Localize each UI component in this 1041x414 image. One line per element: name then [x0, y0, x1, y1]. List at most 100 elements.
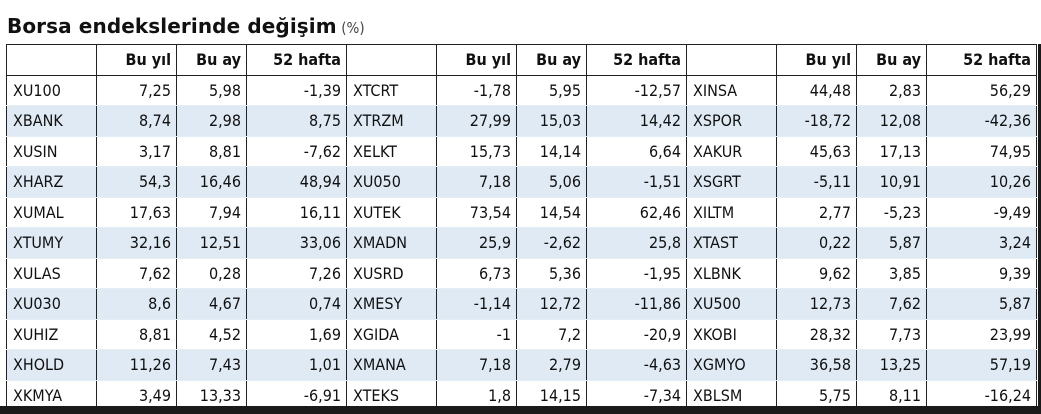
title-row: Borsa endekslerinde değişim (%) [0, 0, 1041, 44]
value-cell: -1 [436, 319, 517, 350]
index-name-cell: XTUMY [6, 227, 97, 259]
value-cell: -4,63 [586, 349, 687, 381]
value-cell: 3,17 [96, 136, 177, 167]
value-cell: 74,95 [926, 136, 1037, 167]
table-row: XUMAL 17,63 7,94 16,11 XUTEK 73,54 14,54 62,46 X… [6, 197, 1037, 228]
value-cell: 73,54 [436, 197, 517, 228]
column-header: Bu ay [516, 44, 587, 76]
value-cell: -1,39 [246, 75, 347, 106]
value-cell: -1,95 [586, 258, 687, 289]
value-cell: 33,06 [246, 227, 347, 259]
value-cell: 5,36 [516, 258, 587, 289]
index-name-cell: XU030 [6, 288, 97, 320]
bottom-bar [0, 406, 1041, 414]
value-cell: 1,01 [246, 349, 347, 381]
table-row: XU030 8,6 4,67 0,74 XMESY -1,14 12,72 -11,86 XU5… [6, 288, 1037, 320]
value-cell: -1,14 [436, 288, 517, 320]
value-cell: 10,91 [856, 166, 927, 198]
value-cell: -5,23 [856, 197, 927, 228]
value-cell: 2,83 [856, 75, 927, 106]
index-change-table: Bu yıl Bu ay 52 hafta Bu yıl Bu ay 52 hafta Bu… [6, 44, 1037, 411]
column-header: Bu ay [856, 44, 927, 76]
value-cell: 1,8 [436, 380, 517, 411]
column-header: 52 hafta [926, 44, 1037, 76]
value-cell: -2,62 [516, 227, 587, 259]
value-cell: 17,13 [856, 136, 927, 167]
value-cell: 23,99 [926, 319, 1037, 350]
column-header: Bu yıl [776, 44, 857, 76]
value-cell: -1,51 [586, 166, 687, 198]
value-cell: 3,85 [856, 258, 927, 289]
right-border [1038, 44, 1041, 406]
value-cell: -7,62 [246, 136, 347, 167]
value-cell: 0,22 [776, 227, 857, 259]
column-header-blank [6, 44, 97, 76]
value-cell: 7,18 [436, 166, 517, 198]
value-cell: 9,39 [926, 258, 1037, 289]
index-name-cell: XUMAL [6, 197, 97, 228]
value-cell: 17,63 [96, 197, 177, 228]
value-cell: 0,74 [246, 288, 347, 320]
index-name-cell: XMANA [346, 349, 437, 381]
value-cell: 9,62 [776, 258, 857, 289]
index-name-cell: XUHIZ [6, 319, 97, 350]
value-cell: 7,43 [176, 349, 247, 381]
value-cell: 13,25 [856, 349, 927, 381]
value-cell: 11,26 [96, 349, 177, 381]
value-cell: 12,72 [516, 288, 587, 320]
index-name-cell: XUTEK [346, 197, 437, 228]
value-cell: 16,11 [246, 197, 347, 228]
index-name-cell: XU100 [6, 75, 97, 106]
table-row: XKMYA 3,49 13,33 -6,91 XTEKS 1,8 14,15 -7,34 XBL… [6, 380, 1037, 411]
value-cell: 7,26 [246, 258, 347, 289]
value-cell: 25,8 [586, 227, 687, 259]
index-name-cell: XUSIN [6, 136, 97, 167]
value-cell: 8,81 [96, 319, 177, 350]
value-cell: 3,24 [926, 227, 1037, 259]
index-name-cell: XTAST [686, 227, 777, 259]
index-name-cell: XTRZM [346, 105, 437, 137]
value-cell: 7,18 [436, 349, 517, 381]
value-cell: 5,06 [516, 166, 587, 198]
value-cell: 10,26 [926, 166, 1037, 198]
index-name-cell: XBLSM [686, 380, 777, 411]
value-cell: -12,57 [586, 75, 687, 106]
index-name-cell: XU500 [686, 288, 777, 320]
index-name-cell: XU050 [346, 166, 437, 198]
value-cell: 54,3 [96, 166, 177, 198]
table-row: XUHIZ 8,81 4,52 1,69 XGIDA -1 7,2 -20,9 XKOBI 28,… [6, 319, 1037, 350]
table-row: XUSIN 3,17 8,81 -7,62 XELKT 15,73 14,14 6,64 XAK… [6, 136, 1037, 167]
value-cell: 13,33 [176, 380, 247, 411]
value-cell: 14,42 [586, 105, 687, 137]
value-cell: 7,2 [516, 319, 587, 350]
value-cell: 4,67 [176, 288, 247, 320]
index-name-cell: XMESY [346, 288, 437, 320]
index-name-cell: XAKUR [686, 136, 777, 167]
value-cell: 45,63 [776, 136, 857, 167]
index-name-cell: XILTM [686, 197, 777, 228]
value-cell: 8,11 [856, 380, 927, 411]
column-header: Bu yıl [96, 44, 177, 76]
value-cell: 15,03 [516, 105, 587, 137]
value-cell: 5,75 [776, 380, 857, 411]
index-name-cell: XINSA [686, 75, 777, 106]
value-cell: 7,62 [96, 258, 177, 289]
value-cell: 5,87 [926, 288, 1037, 320]
value-cell: -9,49 [926, 197, 1037, 228]
value-cell: -42,36 [926, 105, 1037, 137]
index-name-cell: XLBNK [686, 258, 777, 289]
index-name-cell: XGMYO [686, 349, 777, 381]
index-name-cell: XTEKS [346, 380, 437, 411]
index-name-cell: XELKT [346, 136, 437, 167]
value-cell: 6,64 [586, 136, 687, 167]
value-cell: 1,69 [246, 319, 347, 350]
table-row: XULAS 7,62 0,28 7,26 XUSRD 6,73 5,36 -1,95 XLBNK… [6, 258, 1037, 289]
value-cell: 12,51 [176, 227, 247, 259]
value-cell: 5,98 [176, 75, 247, 106]
value-cell: -5,11 [776, 166, 857, 198]
value-cell: 14,54 [516, 197, 587, 228]
table-title: Borsa endekslerinde değişim [7, 14, 337, 38]
value-cell: 44,48 [776, 75, 857, 106]
value-cell: 56,29 [926, 75, 1037, 106]
value-cell: 8,81 [176, 136, 247, 167]
